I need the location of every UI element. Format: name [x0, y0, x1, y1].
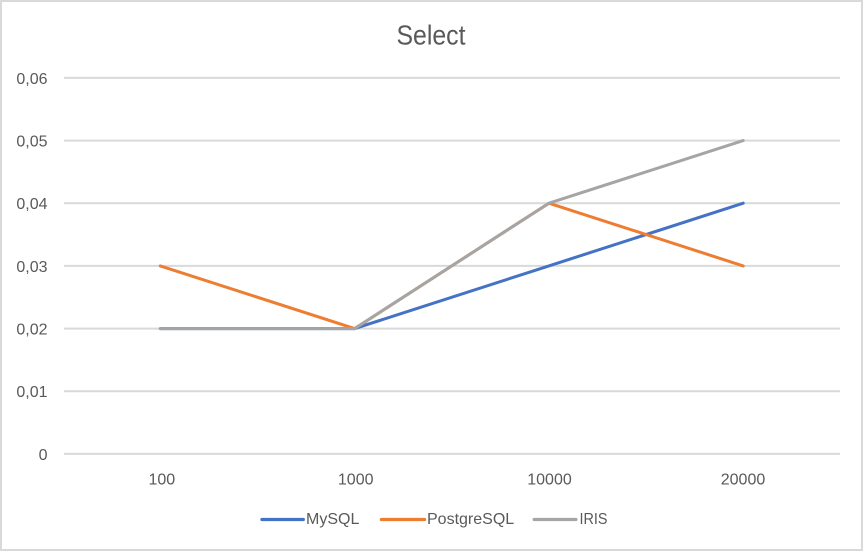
svg-text:100: 100: [148, 472, 175, 489]
svg-text:0,02: 0,02: [16, 322, 47, 339]
svg-text:20000: 20000: [721, 472, 766, 489]
svg-text:IRIS: IRIS: [580, 511, 608, 528]
svg-text:0,03: 0,03: [16, 259, 47, 276]
svg-text:0,04: 0,04: [16, 196, 47, 213]
svg-text:0,05: 0,05: [16, 134, 47, 151]
svg-text:0: 0: [39, 447, 48, 464]
svg-text:0,01: 0,01: [16, 384, 47, 401]
svg-text:1000: 1000: [338, 472, 374, 489]
svg-text:0,06: 0,06: [16, 71, 47, 88]
svg-text:MySQL: MySQL: [306, 511, 359, 528]
svg-text:Select: Select: [397, 19, 466, 50]
svg-text:10000: 10000: [527, 472, 572, 489]
svg-text:PostgreSQL: PostgreSQL: [427, 511, 514, 528]
